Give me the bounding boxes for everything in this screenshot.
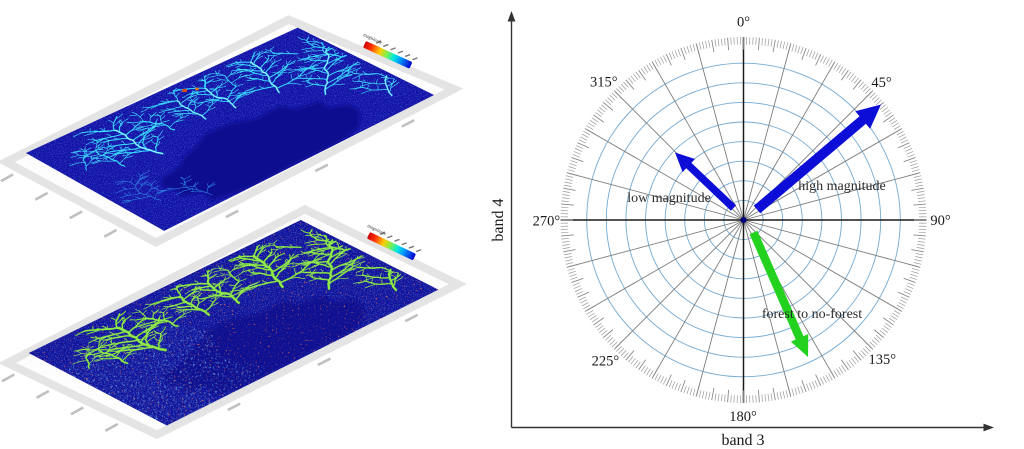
svg-text:270°: 270° [533,214,561,230]
svg-text:180°: 180° [729,409,757,425]
svg-text:315°: 315° [590,75,618,91]
svg-text:band 3: band 3 [721,432,764,449]
svg-text:low magnitude: low magnitude [627,191,711,206]
svg-text:band 4: band 4 [490,198,507,241]
svg-text:high magnitude: high magnitude [798,179,886,194]
svg-text:45°: 45° [871,75,892,91]
svg-text:0°: 0° [737,15,750,31]
svg-text:forest to no-forest: forest to no-forest [762,307,862,322]
svg-text:135°: 135° [869,352,897,368]
svg-text:225°: 225° [592,354,620,370]
svg-text:90°: 90° [930,213,951,229]
